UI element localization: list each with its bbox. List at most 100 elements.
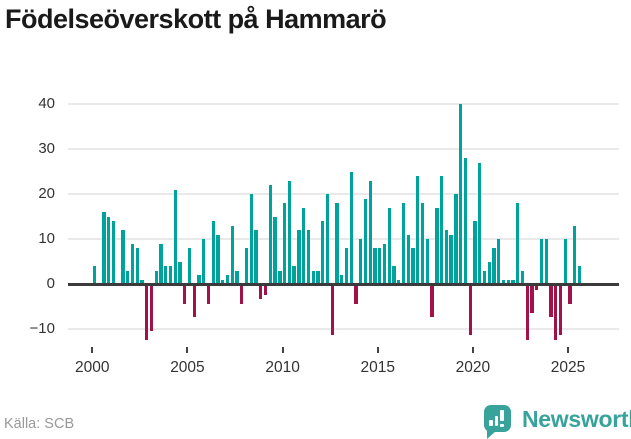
bar — [111, 221, 116, 285]
y-axis-label: 20 — [38, 185, 55, 203]
bar — [192, 285, 196, 318]
y-axis-label: 30 — [38, 140, 55, 158]
bar — [259, 285, 263, 300]
y-axis-label: 10 — [38, 230, 55, 248]
bar — [297, 230, 301, 285]
bar — [411, 248, 415, 285]
bar — [135, 248, 139, 285]
bar — [516, 203, 520, 285]
bar — [535, 285, 539, 291]
x-axis-tick — [186, 347, 189, 353]
newsworthy-logo: Newsworthy — [484, 404, 631, 439]
x-axis-tick — [281, 347, 284, 353]
bar — [330, 285, 334, 336]
bar — [501, 279, 506, 285]
source-note: Källa: SCB — [4, 416, 75, 432]
bar — [149, 285, 154, 331]
bar — [558, 285, 563, 336]
bar — [354, 285, 358, 304]
bar — [420, 203, 425, 285]
bar — [425, 239, 429, 285]
gridline — [68, 328, 619, 331]
bar — [454, 194, 458, 285]
bar — [221, 279, 225, 285]
gridline — [68, 193, 619, 196]
bar — [335, 203, 339, 285]
bar — [349, 171, 353, 285]
bar — [554, 285, 558, 340]
bar — [102, 212, 106, 285]
bar — [292, 266, 296, 285]
bar — [406, 234, 410, 285]
bar — [444, 230, 448, 285]
gridline — [68, 148, 619, 151]
zero-axis-line — [68, 282, 619, 286]
bar — [325, 194, 330, 285]
bar — [159, 243, 163, 285]
bar — [340, 275, 344, 285]
bar — [254, 230, 258, 285]
bar — [154, 270, 158, 285]
bar — [520, 270, 525, 285]
bar — [321, 221, 325, 285]
bar — [145, 285, 149, 340]
bar — [130, 243, 135, 285]
x-axis-label: 2020 — [455, 359, 491, 376]
x-axis-tick — [376, 347, 379, 353]
bar — [525, 285, 529, 340]
bar — [363, 198, 368, 285]
bar — [230, 225, 234, 285]
bar — [568, 285, 572, 304]
y-axis-label: 0 — [46, 275, 55, 293]
bar — [287, 180, 292, 285]
bar — [511, 279, 515, 285]
bar — [316, 270, 320, 285]
y-axis-label: 40 — [38, 95, 55, 113]
x-axis-label: 2025 — [550, 359, 586, 376]
bar — [530, 285, 534, 313]
bar — [140, 279, 144, 285]
bar — [216, 234, 220, 285]
bar — [449, 234, 453, 285]
bar — [544, 239, 548, 285]
bar — [463, 158, 468, 285]
bar — [368, 180, 372, 285]
bar — [497, 239, 501, 285]
x-axis-tick — [471, 347, 474, 353]
newsworthy-logo-tail — [487, 431, 496, 439]
bar — [401, 203, 406, 285]
bar — [240, 285, 244, 304]
bar — [249, 194, 253, 285]
bar — [416, 176, 420, 285]
bar — [268, 185, 272, 285]
x-axis-tick — [567, 347, 569, 353]
newsworthy-logo-text: Newsworthy — [522, 406, 631, 432]
x-axis-tick — [91, 347, 94, 353]
bar — [563, 239, 567, 285]
bar — [197, 275, 201, 285]
bar — [382, 243, 387, 285]
bar — [168, 266, 173, 285]
bar — [106, 216, 111, 285]
bar — [482, 270, 487, 285]
bar — [263, 285, 268, 295]
bar — [164, 266, 168, 285]
bar — [178, 261, 182, 285]
bar — [387, 207, 391, 285]
bar — [211, 221, 215, 285]
x-axis-label: 2005 — [170, 359, 205, 376]
bar — [430, 285, 434, 318]
y-axis-label: −10 — [29, 320, 55, 338]
bar — [244, 248, 249, 285]
bar — [235, 270, 239, 285]
x-axis-label: 2000 — [75, 359, 110, 376]
bar — [458, 104, 463, 285]
bar — [311, 270, 315, 285]
bar — [473, 221, 477, 285]
bar — [183, 285, 187, 304]
bar — [487, 261, 491, 285]
bar — [121, 230, 125, 285]
gridline — [68, 238, 619, 241]
bar — [492, 248, 496, 285]
bar — [92, 266, 96, 285]
